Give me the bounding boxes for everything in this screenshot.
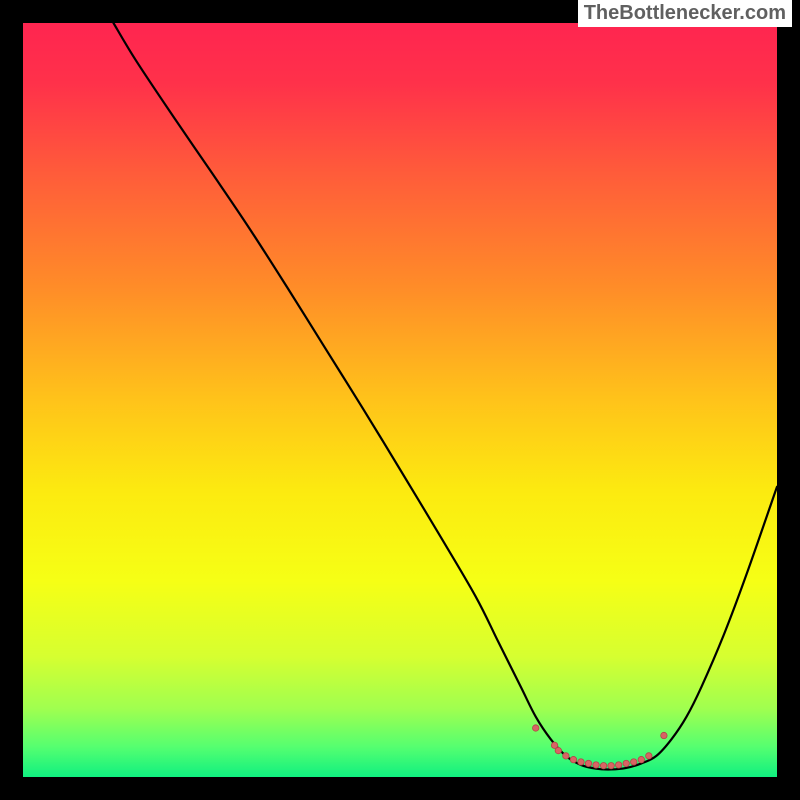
chart-container: TheBottlenecker.com (0, 0, 800, 800)
marker-point (533, 725, 539, 731)
plot-svg (23, 23, 777, 777)
marker-point (555, 747, 561, 753)
marker-point (615, 762, 621, 768)
marker-point (638, 756, 644, 762)
marker-point (570, 756, 576, 762)
marker-point (585, 760, 591, 766)
marker-point (608, 762, 614, 768)
marker-point (563, 753, 569, 759)
marker-point (631, 759, 637, 765)
plot-background (23, 23, 777, 777)
marker-point (600, 762, 606, 768)
marker-point (646, 753, 652, 759)
plot-area (23, 23, 777, 777)
marker-point (593, 762, 599, 768)
marker-point (661, 732, 667, 738)
marker-point (578, 759, 584, 765)
marker-point (623, 760, 629, 766)
watermark-label: TheBottlenecker.com (578, 0, 792, 27)
